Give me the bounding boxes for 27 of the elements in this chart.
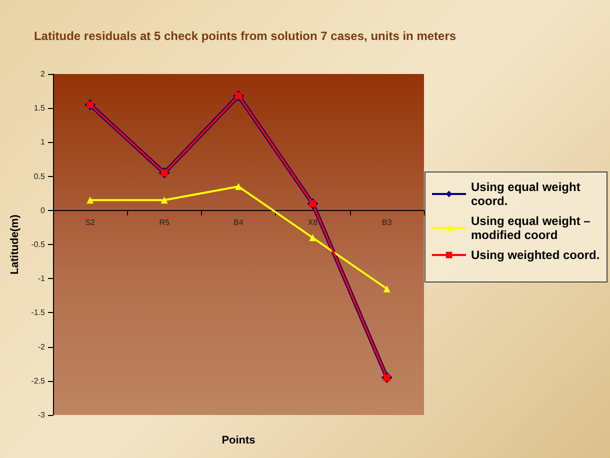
point bbox=[309, 234, 316, 242]
y-tick-label: 1 bbox=[40, 138, 46, 147]
y-tick-label: -1.5 bbox=[31, 308, 46, 318]
y-tick-label: -1 bbox=[38, 274, 46, 284]
x-tick-label: X8 bbox=[308, 218, 318, 227]
y-tick-label: 1.5 bbox=[34, 104, 46, 113]
y-tick-label: 0.5 bbox=[34, 172, 46, 181]
legend-label: Using equal weight coord. bbox=[471, 180, 584, 208]
y-tick-label: -3 bbox=[38, 410, 46, 420]
point bbox=[235, 183, 242, 190]
x-tick-label: B3 bbox=[382, 218, 392, 227]
point bbox=[383, 285, 390, 292]
legend-label: Using equal weight – modified coord bbox=[471, 214, 594, 242]
x-tick-label: R5 bbox=[159, 218, 170, 227]
y-tick-label: -0.5 bbox=[31, 240, 46, 249]
point bbox=[86, 196, 94, 204]
x-axis-title: Points bbox=[222, 434, 256, 446]
y-tick-label: 0 bbox=[40, 206, 46, 215]
y-tick-label: -2.5 bbox=[31, 376, 46, 386]
x-tick-label: S2 bbox=[85, 218, 96, 227]
y-tick-label: 2 bbox=[40, 70, 46, 78]
x-tick-label: B4 bbox=[234, 218, 244, 227]
y-tick-label: -2 bbox=[38, 342, 46, 352]
chart-title: Latitude residuals at 5 check points from solution 7 cases, units in meters bbox=[34, 29, 456, 43]
y-axis-title: Latitude(m) bbox=[8, 214, 21, 274]
legend-label: Using weighted coord. bbox=[471, 248, 600, 262]
point bbox=[160, 196, 168, 204]
